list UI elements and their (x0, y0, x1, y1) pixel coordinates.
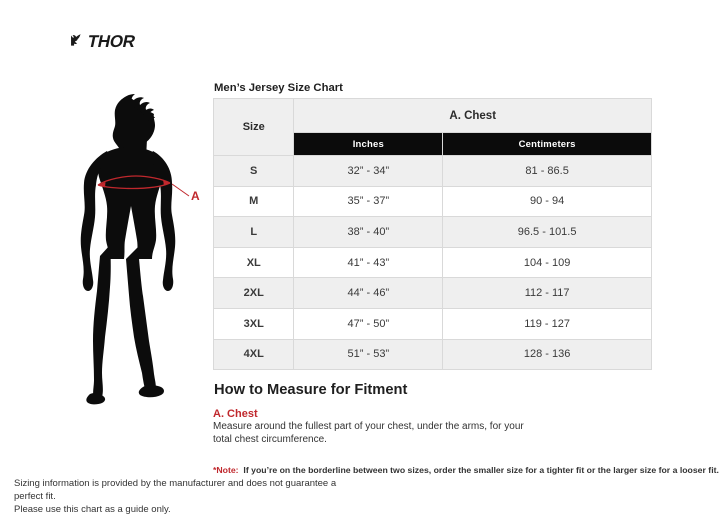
svg-text:A: A (191, 189, 200, 203)
